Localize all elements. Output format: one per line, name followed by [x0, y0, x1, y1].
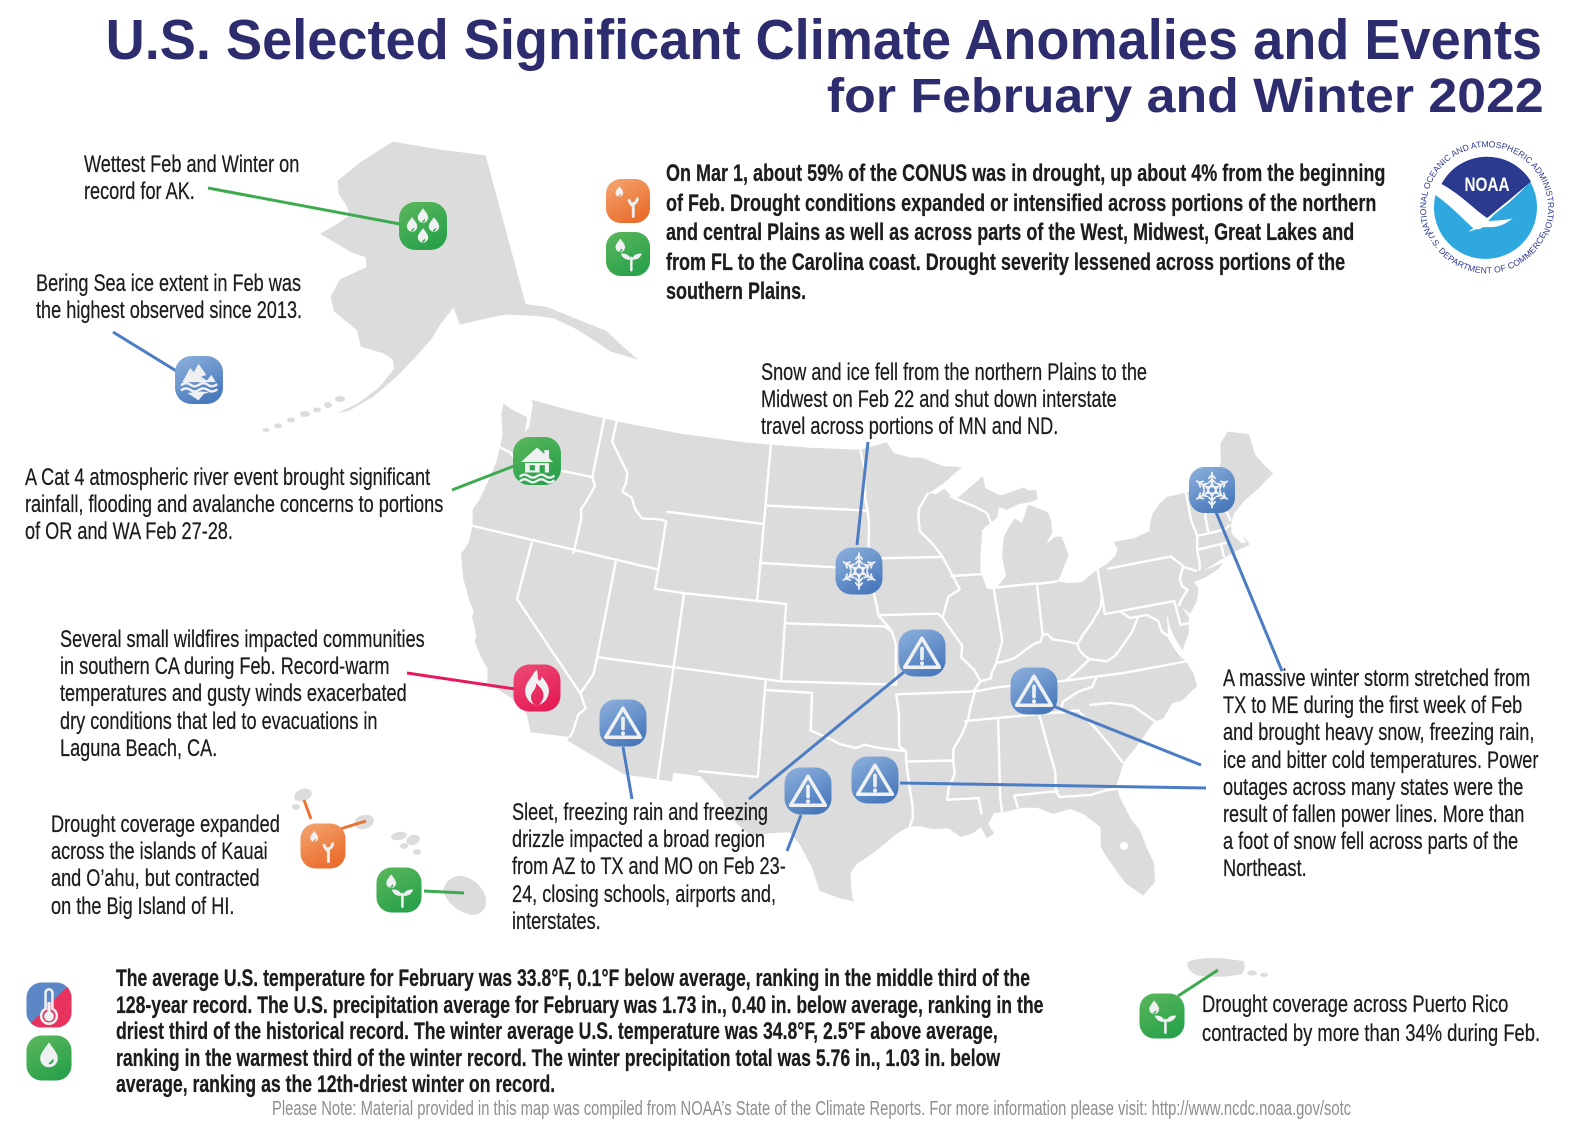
svg-text:NOAA: NOAA — [1465, 175, 1510, 196]
